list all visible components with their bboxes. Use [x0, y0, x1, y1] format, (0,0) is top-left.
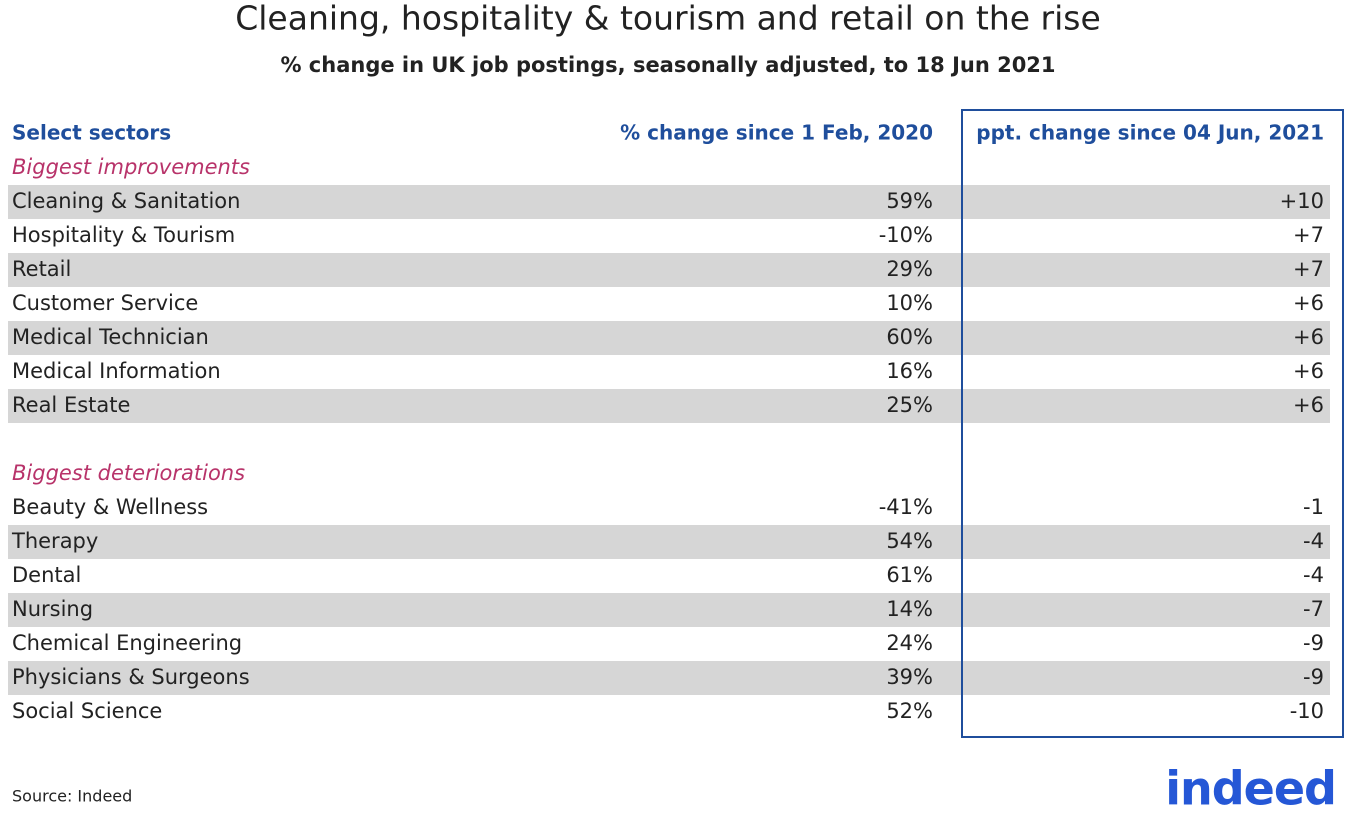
pct-change: 29%: [886, 257, 933, 281]
ppt-change: -7: [1303, 597, 1324, 621]
pct-change: 39%: [886, 665, 933, 689]
pct-change: 60%: [886, 325, 933, 349]
pct-change: 54%: [886, 529, 933, 553]
ppt-change: -9: [1303, 631, 1324, 655]
pct-change: -41%: [879, 495, 933, 519]
sector-name: Medical Technician: [12, 325, 209, 349]
pct-change: 10%: [886, 291, 933, 315]
sector-name: Physicians & Surgeons: [12, 665, 250, 689]
title: Cleaning, hospitality & tourism and reta…: [235, 0, 1101, 38]
sector-name: Beauty & Wellness: [12, 495, 208, 519]
highlight-box: [961, 109, 1344, 738]
ppt-change: +7: [1293, 223, 1324, 247]
source: Source: Indeed: [12, 787, 132, 806]
sector-name: Cleaning & Sanitation: [12, 189, 240, 213]
header: Select sectors: [12, 121, 171, 145]
ppt-change: -4: [1303, 563, 1324, 587]
ppt-change: +6: [1293, 393, 1324, 417]
ppt-change: +7: [1293, 257, 1324, 281]
ppt-change: -1: [1303, 495, 1324, 519]
pct-change: 16%: [886, 359, 933, 383]
row-band: [8, 525, 1330, 559]
sector-name: Nursing: [12, 597, 93, 621]
row-band: [8, 661, 1330, 695]
table-body: Biggest improvements Cleaning & Sanitatio…: [8, 155, 1330, 723]
ppt-change: +6: [1293, 325, 1324, 349]
sector-name: Chemical Engineering: [12, 631, 242, 655]
ppt-change: -10: [1290, 699, 1324, 723]
pct-change: 24%: [886, 631, 933, 655]
sector-name: Therapy: [11, 529, 98, 553]
pct-change: -10%: [879, 223, 933, 247]
section-label: Biggest improvements: [12, 155, 250, 179]
ppt-change: +6: [1293, 359, 1324, 383]
row-band: [8, 185, 1330, 219]
ppt-change: -9: [1303, 665, 1324, 689]
logo: indeed: [1165, 762, 1336, 816]
pct-change: 14%: [886, 597, 933, 621]
section-label: Biggest deteriorations: [12, 461, 245, 485]
sector-name: Social Science: [12, 699, 162, 723]
pct-change: 52%: [886, 699, 933, 723]
ppt-change: -4: [1303, 529, 1324, 553]
header: % change since 1 Feb, 2020: [620, 121, 933, 145]
row-band: [8, 389, 1330, 423]
row-band: [8, 321, 1330, 355]
sector-name: Dental: [12, 563, 81, 587]
sector-name: Customer Service: [12, 291, 198, 315]
row-band: [8, 253, 1330, 287]
row-band: [8, 593, 1330, 627]
pct-change: 59%: [886, 189, 933, 213]
header: ppt. change since 04 Jun, 2021: [976, 121, 1324, 145]
sector-name: Real Estate: [12, 393, 130, 417]
pct-change: 61%: [886, 563, 933, 587]
pct-change: 25%: [886, 393, 933, 417]
ppt-change: +10: [1280, 189, 1324, 213]
subtitle: % change in UK job postings, seasonally …: [280, 53, 1055, 77]
sector-name: Retail: [12, 257, 71, 281]
sector-name: Hospitality & Tourism: [12, 223, 235, 247]
sector-name: Medical Information: [12, 359, 221, 383]
ppt-change: +6: [1293, 291, 1324, 315]
